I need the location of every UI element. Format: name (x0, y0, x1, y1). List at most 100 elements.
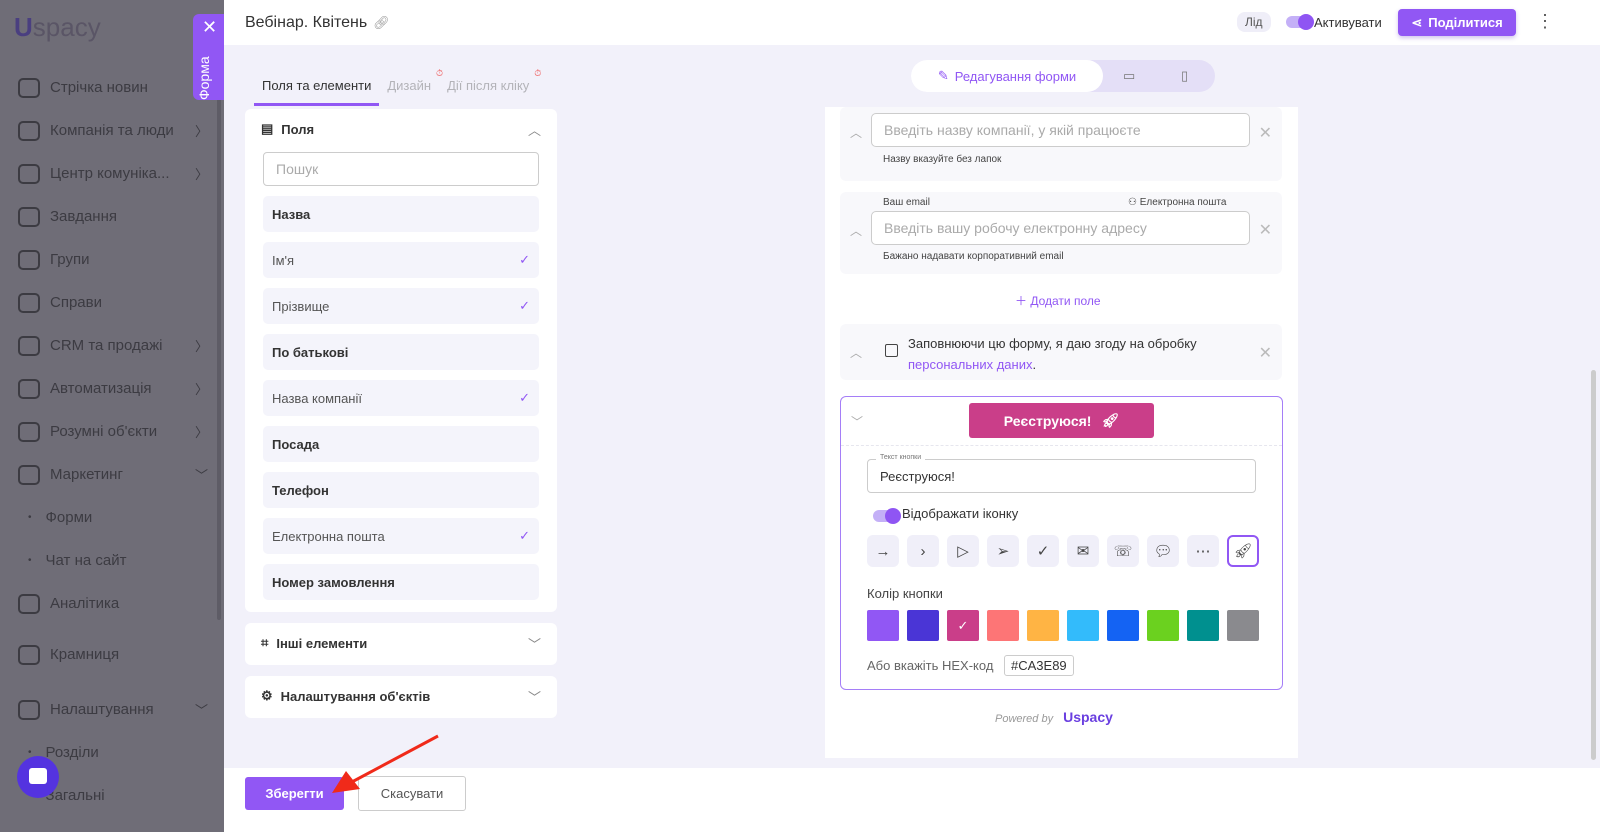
add-field-button[interactable]: ＋ Додати поле (1015, 294, 1101, 308)
sidebar-scrollbar[interactable] (217, 20, 221, 620)
phone-incoming-icon[interactable]: ☏ (1107, 535, 1139, 567)
logo[interactable]: Uspacy (14, 12, 101, 42)
field-item[interactable]: Посада (263, 426, 539, 462)
close-icon[interactable]: ✕ (202, 17, 218, 37)
sidebar-item[interactable]: Завдання (18, 195, 208, 238)
chevron-icon[interactable]: 〉 (194, 167, 208, 182)
mobile-view-icon[interactable]: ▯ (1181, 68, 1189, 83)
email-field-block[interactable]: Ваш email ⚇ Електронна пошта ︿ Введіть в… (840, 192, 1282, 274)
consent-checkbox[interactable] (885, 344, 898, 357)
sidebar-item[interactable]: Налаштування ﹀ (18, 688, 208, 731)
chat-widget-button[interactable] (17, 756, 59, 798)
email-input[interactable]: Введіть вашу робочу електронну адресу (871, 211, 1250, 245)
field-item[interactable]: По батькові (263, 334, 539, 370)
page-scrollbar[interactable] (1591, 370, 1596, 760)
color-swatch[interactable]: ✓ (947, 610, 979, 641)
company-input[interactable]: Введіть назву компанії, у якій працюєте (871, 113, 1250, 147)
sidebar-item[interactable]: Маркетинг ﹀ (18, 453, 208, 496)
sidebar-item[interactable]: Розділи (18, 731, 208, 774)
chevron-icon[interactable]: 〉 (194, 339, 208, 354)
chevron-right-icon[interactable]: › (907, 535, 939, 567)
field-item[interactable]: Телефон (263, 472, 539, 508)
sidebar-item[interactable]: Справи (18, 281, 208, 324)
sidebar-item[interactable]: Стрічка новин (18, 66, 208, 109)
chevron-up-icon[interactable]: ︿ (527, 122, 541, 138)
save-button[interactable]: Зберегти (245, 777, 344, 810)
edit-mode-button[interactable]: ✎ Редагування форми (911, 60, 1103, 92)
sidebar-item[interactable]: Центр комуніка... 〉 (18, 152, 208, 195)
close-icon[interactable]: ✕ (1258, 222, 1272, 239)
sidebar-item[interactable]: Чат на сайт (18, 539, 208, 582)
form-panel-tab[interactable]: ✕ Форма (193, 14, 224, 100)
color-swatch[interactable] (1067, 610, 1099, 641)
chevron-down-icon[interactable]: ﹀ (527, 636, 541, 652)
chat-icon[interactable]: 💬︎ (1147, 535, 1179, 567)
color-swatch[interactable] (867, 610, 899, 641)
desktop-view-icon[interactable]: ▭ (1123, 68, 1136, 83)
sidebar: Uspacy Стрічка новин Компанія та люди 〉 Цен… (0, 0, 224, 832)
sidebar-item[interactable]: Форми (18, 496, 208, 539)
activate-toggle[interactable] (1286, 14, 1314, 30)
tab-after-click[interactable]: Дії після кліку ⏱ (447, 68, 542, 93)
field-item[interactable]: Ім'я ✓ (263, 242, 539, 278)
chevron-down-icon[interactable]: ﹀ (527, 689, 541, 705)
show-icon-toggle[interactable] (873, 508, 901, 524)
chevron-icon[interactable]: 〉 (194, 425, 208, 440)
consent-block[interactable]: ︿ Заповнюючи цю форму, я даю згоду на об… (840, 324, 1282, 380)
chevron-up-icon[interactable]: ︿ (850, 126, 863, 140)
paper-plane-icon[interactable]: ➢ (987, 535, 1019, 567)
close-icon[interactable]: ✕ (1258, 125, 1272, 142)
sidebar-item[interactable]: Компанія та люди 〉 (18, 109, 208, 152)
sidebar-item[interactable]: CRM та продажі 〉 (18, 324, 208, 367)
check-icon[interactable]: ✓ (1027, 535, 1059, 567)
close-icon[interactable]: ✕ (1258, 345, 1272, 362)
color-swatch[interactable] (1027, 610, 1059, 641)
sidebar-item[interactable]: Автоматизація 〉 (18, 367, 208, 410)
color-swatch[interactable] (907, 610, 939, 641)
color-swatch[interactable] (1107, 610, 1139, 641)
tab-fields[interactable]: Поля та елементи (254, 62, 380, 106)
object-settings-panel[interactable]: ⚙ Налаштування об'єктів ﹀ (245, 676, 557, 718)
more-menu-icon[interactable]: ⋮ (1536, 11, 1554, 31)
field-item[interactable]: Назва компанії ✓ (263, 380, 539, 416)
chat-dots-icon[interactable]: ⋯ (1187, 535, 1219, 567)
sidebar-item[interactable]: Загальні (18, 774, 208, 817)
field-item[interactable]: Електронна пошта ✓ (263, 518, 539, 554)
other-elements-panel[interactable]: ⌗ Інші елементи ﹀ (245, 623, 557, 665)
share-button[interactable]: ⋖ Поділитися (1398, 9, 1516, 36)
chevron-icon[interactable]: ﹀ (194, 703, 208, 718)
cancel-button[interactable]: Скасувати (358, 776, 466, 811)
chevron-icon[interactable]: ﹀ (194, 468, 208, 483)
color-swatch[interactable] (987, 610, 1019, 641)
send-icon[interactable]: ▷ (947, 535, 979, 567)
color-swatch[interactable] (1187, 610, 1219, 641)
search-input[interactable]: Пошук (263, 152, 539, 186)
sidebar-item[interactable]: Розумні об'єкти 〉 (18, 410, 208, 453)
color-swatch[interactable] (1147, 610, 1179, 641)
chevron-down-icon[interactable]: ﹀ (851, 415, 864, 429)
color-swatch[interactable] (1227, 610, 1259, 641)
fields-panel-header[interactable]: ▤ Поля ︿ (261, 121, 541, 138)
field-item[interactable]: Номер замовлення (263, 564, 539, 600)
chevron-up-icon[interactable]: ︿ (850, 346, 863, 360)
register-button[interactable]: Реєструюся! 🚀︎ (969, 403, 1154, 438)
sidebar-item[interactable]: Аналітика (18, 582, 208, 625)
mail-icon[interactable]: ✉ (1067, 535, 1099, 567)
fields-icon: ▤ (261, 121, 274, 136)
company-field-block[interactable]: ︿ Введіть назву компанії, у якій працюєт… (840, 107, 1282, 181)
link-icon[interactable]: 🔗︎ (373, 15, 390, 30)
hex-input[interactable]: #CA3E89 (1004, 655, 1074, 676)
tab-design[interactable]: Дизайн ⏱ (387, 68, 444, 93)
chevron-icon[interactable]: 〉 (194, 124, 208, 139)
button-text-input[interactable]: Текст кнопки Реєструюся! (867, 454, 1256, 493)
consent-link[interactable]: персональних даних (908, 357, 1033, 372)
sidebar-item[interactable]: Групи (18, 238, 208, 281)
arrow-right-icon[interactable]: → (867, 535, 899, 567)
rocket-icon[interactable]: 🚀︎ (1227, 535, 1259, 567)
sidebar-item[interactable]: Крамниця (18, 633, 208, 676)
chevron-up-icon[interactable]: ︿ (850, 224, 863, 238)
chevron-icon[interactable]: 〉 (194, 382, 208, 397)
field-item[interactable]: Прізвище ✓ (263, 288, 539, 324)
field-item[interactable]: Назва (263, 196, 539, 232)
uspacy-logo[interactable]: Uspacy (1063, 709, 1113, 725)
